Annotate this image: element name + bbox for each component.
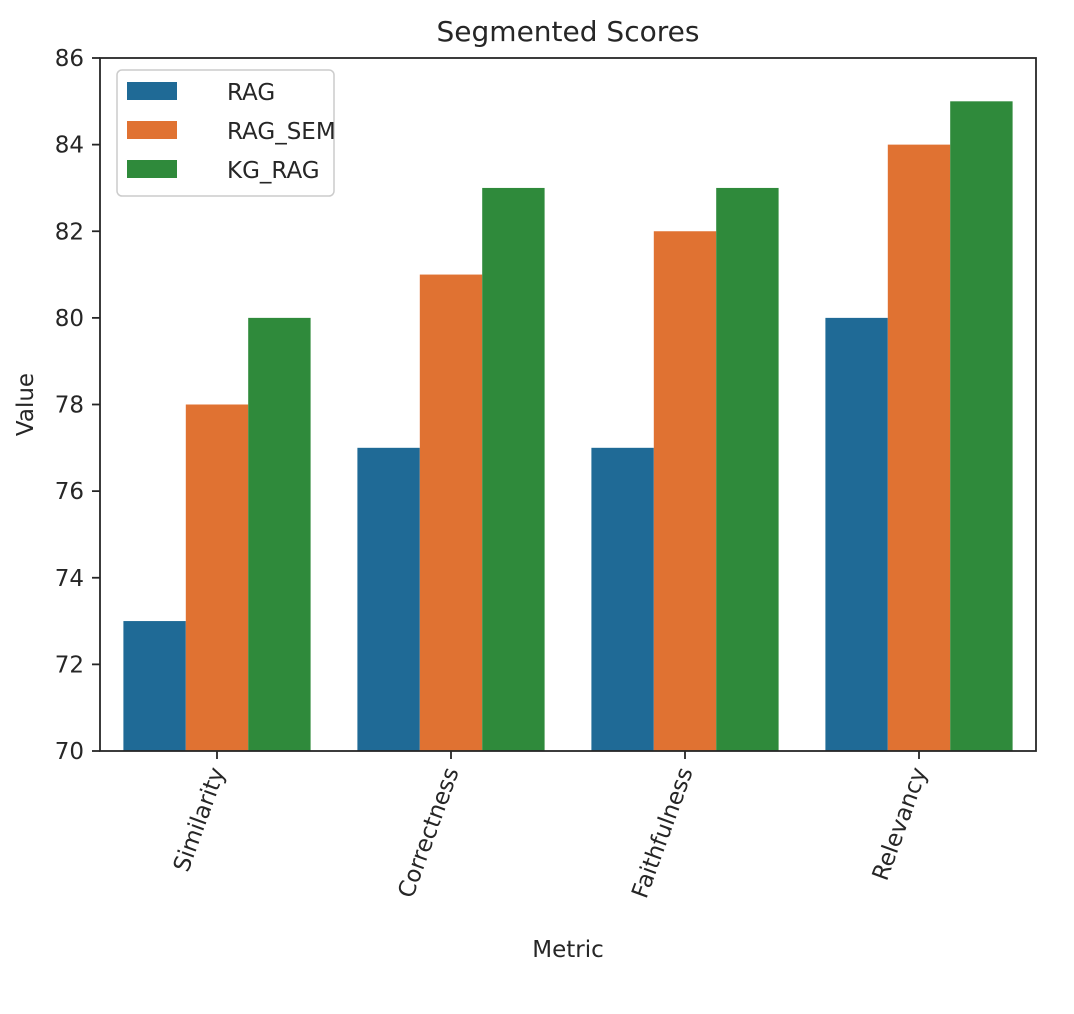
legend: RAG RAG_SEM KG_RAG <box>116 69 336 197</box>
x-tick-label-relevancy: Relevancy <box>868 764 933 884</box>
y-tick-label: 76 <box>55 479 84 505</box>
bar-kg-rag-faithfulness <box>716 187 779 751</box>
legend-swatch-rag <box>127 82 177 100</box>
legend-swatch-rag-sem <box>127 121 177 139</box>
bar-kg-rag-relevancy <box>950 101 1013 751</box>
y-tick-label: 70 <box>55 739 84 765</box>
y-tick-label: 78 <box>55 393 84 419</box>
bar-rag-sem-relevancy <box>887 144 951 751</box>
y-axis-label: Value <box>13 373 39 436</box>
y-tick-label: 86 <box>55 46 84 72</box>
legend-swatch-kg-rag <box>127 160 177 178</box>
x-tick-label-correctness: Correctness <box>393 764 464 901</box>
legend-label-rag-sem: RAG_SEM <box>227 119 336 145</box>
legend-label-kg-rag: KG_RAG <box>227 158 320 184</box>
y-tick-label: 84 <box>55 133 84 159</box>
y-tick-label: 74 <box>55 566 84 592</box>
x-tick-label-similarity: Similarity <box>169 764 231 875</box>
bar-rag-similarity <box>123 621 186 751</box>
bar-rag-correctness <box>357 447 420 751</box>
bar-kg-rag-correctness <box>482 187 545 751</box>
y-tick-label: 82 <box>55 219 84 245</box>
y-tick-label: 80 <box>55 306 84 332</box>
bar-rag-relevancy <box>825 317 888 751</box>
x-axis-label: Metric <box>532 937 604 963</box>
x-tick-label-faithfulness: Faithfulness <box>627 764 698 902</box>
bar-rag-sem-faithfulness <box>653 231 717 751</box>
bar-rag-sem-similarity <box>185 404 249 751</box>
bar-rag-sem-correctness <box>419 274 483 751</box>
bar-kg-rag-similarity <box>248 317 311 751</box>
bar-rag-faithfulness <box>591 447 654 751</box>
chart-title: Segmented Scores <box>437 15 700 48</box>
y-tick-label: 72 <box>55 652 84 678</box>
legend-label-rag: RAG <box>227 80 275 106</box>
